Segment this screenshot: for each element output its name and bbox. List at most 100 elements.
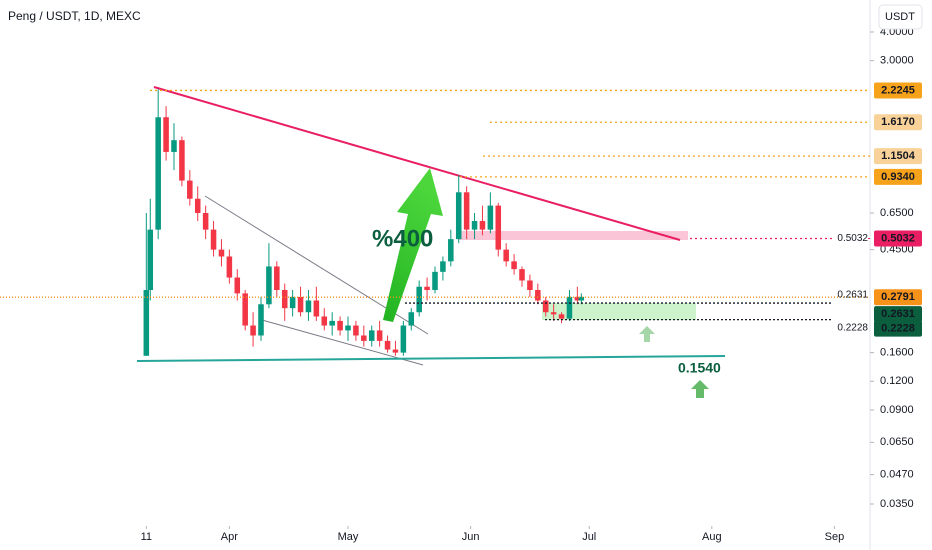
candle-body <box>353 325 359 336</box>
x-tick-label: 11 <box>141 531 152 543</box>
candle-body <box>511 261 517 270</box>
candle-body <box>345 325 351 331</box>
candle-body <box>479 220 486 230</box>
support-annotation: 0.1540 <box>678 360 721 376</box>
candle-body <box>337 320 343 331</box>
price-label: 0.9340 <box>881 171 915 183</box>
candle-body <box>274 266 280 291</box>
candle-body <box>313 300 320 317</box>
support-line <box>136 355 726 362</box>
percent-annotation: %400 <box>372 225 433 252</box>
x-tick-label: May <box>338 531 359 543</box>
price-label-box <box>874 114 922 131</box>
price-label: 2.2245 <box>881 84 915 96</box>
candle-body <box>250 325 256 336</box>
currency-button-label[interactable]: USDT <box>885 11 915 23</box>
candle-body <box>495 205 502 250</box>
candle-body <box>416 286 422 313</box>
candle-body <box>408 312 415 326</box>
x-tick-label: Sep <box>825 531 845 543</box>
candle-body <box>471 220 478 230</box>
candle-body <box>155 117 161 230</box>
candle-body <box>147 229 154 291</box>
y-tick-label: 0.0350 <box>880 498 914 510</box>
candle-body <box>542 300 549 313</box>
candle-body <box>503 249 509 262</box>
candle-body <box>234 277 241 294</box>
candle-body <box>558 314 565 319</box>
y-tick-label: 0.1200 <box>880 375 914 387</box>
candle-body <box>187 180 193 199</box>
price-label: 0.5032 <box>881 232 915 244</box>
candle-body <box>463 192 470 230</box>
currency-button[interactable] <box>878 4 923 30</box>
price-label-box <box>874 230 922 247</box>
candle-body <box>242 293 248 326</box>
resistance-zone <box>458 231 688 240</box>
candle-body <box>376 330 383 341</box>
candle-body <box>258 304 264 336</box>
y-tick-label: 0.6500 <box>880 207 914 219</box>
candle-body <box>226 256 233 278</box>
price-label: 1.6170 <box>881 116 915 128</box>
candle-body <box>448 239 454 262</box>
support-zone <box>542 303 696 320</box>
candle-body <box>440 261 446 272</box>
candle-body <box>574 296 581 301</box>
y-tick-label: 0.0470 <box>880 469 914 481</box>
price-level-inline-label: 0.2631 <box>837 290 868 301</box>
candle-body <box>163 117 169 152</box>
candle-body <box>218 249 225 257</box>
candle-body <box>566 296 573 319</box>
price-label: 1.1504 <box>881 150 916 162</box>
price-label-box <box>874 320 922 337</box>
y-tick-label: 0.4500 <box>880 244 914 256</box>
candle-body <box>179 140 185 181</box>
candle-body <box>384 340 391 350</box>
price-label-box <box>874 82 922 99</box>
y-tick-label: 3.0000 <box>880 55 914 67</box>
price-label-box <box>874 148 922 165</box>
candle-body <box>361 335 367 341</box>
candle-body <box>432 271 438 291</box>
candle-body <box>305 300 312 313</box>
candle-body <box>297 296 304 313</box>
price-label-box <box>874 306 922 323</box>
price-level-inline-label: 0.5032 <box>837 233 868 244</box>
x-tick-label: Jul <box>582 531 596 543</box>
chart-title: Peng / USDT, 1D, MEXC <box>8 9 141 23</box>
up-arrow <box>383 168 443 322</box>
candle-body <box>289 296 296 309</box>
candle-body <box>194 198 201 213</box>
candle-body <box>578 296 585 301</box>
price-level-inline-label: 0.2228 <box>837 322 868 333</box>
candle-body <box>266 266 272 305</box>
price-label-box <box>874 168 922 185</box>
x-tick-label: Apr <box>221 531 238 543</box>
candle-body <box>392 349 399 353</box>
wedge-line <box>261 319 424 366</box>
price-label: 0.2791 <box>881 291 915 303</box>
candle-body <box>455 192 462 240</box>
candle-body <box>329 320 335 326</box>
plot <box>143 89 585 356</box>
trend-line <box>153 86 681 241</box>
y-tick-label: 0.1600 <box>880 347 914 359</box>
candle-body <box>210 229 217 250</box>
candle-body <box>400 325 407 353</box>
candle-body <box>321 316 328 326</box>
candle-body <box>519 269 525 281</box>
x-tick-label: Aug <box>702 531 722 543</box>
up-arrow-small <box>639 326 655 342</box>
candle-body <box>527 280 533 291</box>
x-tick-label: Jun <box>462 531 480 543</box>
candle-body <box>202 212 209 230</box>
price-label-box <box>874 289 922 306</box>
price-label: 0.2228 <box>881 323 915 335</box>
candle-body <box>281 290 288 309</box>
candle-body <box>487 205 494 230</box>
candle-body <box>368 330 375 341</box>
candle-body <box>424 286 430 291</box>
